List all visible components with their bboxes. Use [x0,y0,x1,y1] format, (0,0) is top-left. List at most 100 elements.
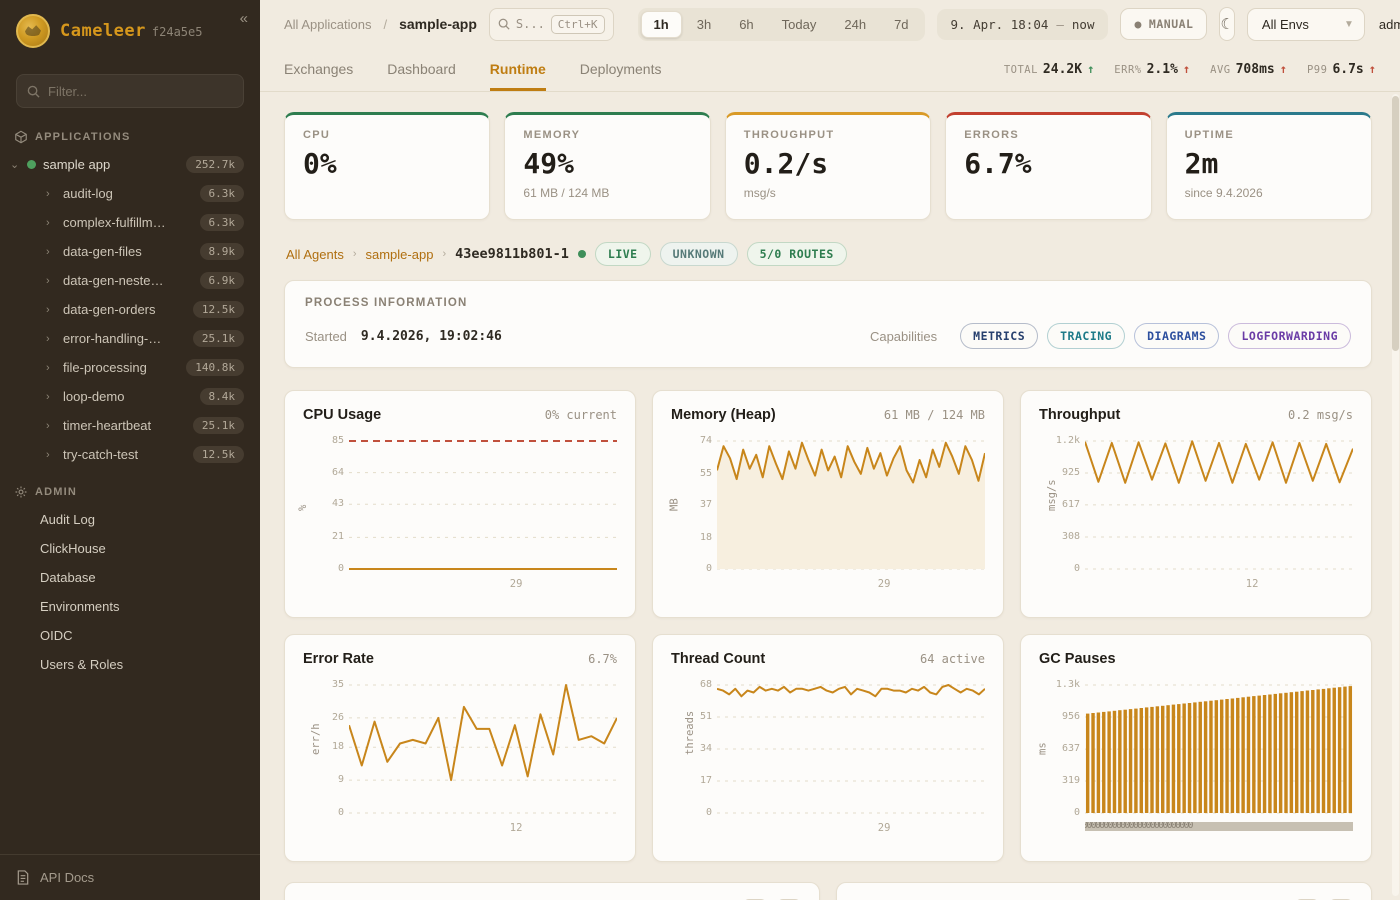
agent-link-all-agents[interactable]: All Agents [286,246,344,262]
sidebar-item-database[interactable]: Database [40,570,96,585]
status-badge-live: LIVE [594,242,651,266]
chevron-right-icon: › [46,274,50,287]
capability-logforwarding: LOGFORWARDING [1228,323,1351,349]
date-to: now [1071,16,1095,32]
app-tree-item-data-gen-files[interactable]: › data-gen-files 8.9k [0,237,250,266]
y-tick-label: 925 [1061,466,1080,478]
admin-section-header: ADMIN [0,469,260,505]
charts-grid: CPU Usage 0% current% 85 64 43 21 0 29 Memory (H… [284,390,1372,862]
header-stats: TOTAL 24.2K ↑ ERR% 2.1% ↑ AVG 708ms ↑ P99 6.7s ↑ [1004,48,1376,91]
time-range-7d[interactable]: 7d [894,16,909,32]
sidebar-collapse-icon[interactable]: « [239,10,248,27]
stat-cards: CPU 0% MEMORY 49% 61 MB / 124 MB THROUGHPUT 0.… [284,112,1372,220]
app-tree-root-label: sample app [43,157,111,172]
y-tick-label: 956 [1061,711,1080,723]
header-stat-value: 708ms [1235,62,1275,77]
chart-plot-area [1085,679,1353,819]
chart-y-axis: 68 51 34 17 0 [685,679,717,819]
chart-y-axis-label: MB [668,498,681,511]
app-tree-item-label: error-handling-… [63,331,162,346]
chart-subtitle: 0.2 msg/s [1287,408,1353,422]
global-search[interactable]: S... Ctrl+K [488,7,614,41]
app-tree-item-complex-fulfillm[interactable]: › complex-fulfillm… 6.3k [0,208,250,237]
agent-id: 43ee9811b801-1 [455,246,569,262]
app-tree-item-audit-log[interactable]: › audit-log 6.3k [0,179,250,208]
api-docs-link[interactable]: API Docs [0,854,260,900]
app-tree-item-label: timer-heartbeat [63,418,152,433]
app-tree-root-sample-app[interactable]: ⌄ sample app 252.7k [0,150,250,179]
app-tree-item-try-catch-test[interactable]: › try-catch-test 12.5k [0,440,250,469]
y-tick-label: 0 [705,563,712,574]
app-tree-item-timer-heartbeat[interactable]: › timer-heartbeat 25.1k [0,411,250,440]
manual-refresh-button[interactable]: ● MANUAL [1120,8,1208,40]
api-docs-label: API Docs [40,870,95,885]
scrollbar[interactable] [1392,94,1399,896]
app-tree-item-error-handling[interactable]: › error-handling-… 25.1k [0,324,250,353]
panel-timeline: Timeline4 events↓⟳ [836,882,1372,900]
time-range-6h[interactable]: 6h [739,16,754,32]
app-tree-item-data-gen-orders[interactable]: › data-gen-orders 12.5k [0,295,250,324]
tab-deployments[interactable]: Deployments [579,61,662,77]
message-count-badge: 25.1k [192,417,244,434]
time-range-1h[interactable]: 1h [640,10,682,38]
breadcrumb-all-applications[interactable]: All Applications [284,16,372,32]
environment-select[interactable]: All Envs ▼ [1246,7,1365,41]
y-tick-label: 51 [699,711,712,722]
header-stat-value: 6.7s [1332,62,1364,77]
dark-mode-toggle[interactable]: ☾ [1219,7,1235,41]
app-tree-item-data-gen-neste[interactable]: › data-gen-neste… 6.9k [0,266,250,295]
env-select-value: All Envs [1261,16,1309,32]
app-tree-item-label: data-gen-neste… [63,273,164,288]
tab-exchanges[interactable]: Exchanges [284,61,354,77]
chevron-down-icon: ⌄ [10,159,20,171]
topbar: All Applications / sample-app S... Ctrl+… [260,0,1400,48]
sidebar-item-users-roles[interactable]: Users & Roles [40,657,124,672]
chevron-right-icon: › [46,187,50,200]
y-tick-label: 68 [699,679,712,690]
app-tree-item-loop-demo[interactable]: › loop-demo 8.4k [0,382,250,411]
sidebar-item-clickhouse[interactable]: ClickHouse [40,541,106,556]
y-tick-label: 35 [331,679,344,690]
chart-plot-area [717,679,985,819]
x-tick-label: 29 [877,578,891,590]
y-tick-label: 17 [699,775,712,786]
y-tick-label: 37 [699,499,712,510]
chevron-right-icon: › [46,419,50,432]
agent-link-sample-app[interactable]: sample-app [365,246,434,262]
filter-input[interactable] [48,83,233,99]
sidebar-item-environments[interactable]: Environments [40,599,120,614]
stat-card-sub: msg/s [743,185,776,200]
y-tick-label: 308 [1061,531,1080,543]
cube-icon [15,130,27,144]
y-tick-label: 0 [1073,563,1080,574]
scrollbar-thumb[interactable] [1392,96,1399,351]
process-information-title: PROCESS INFORMATION [305,297,468,309]
tab-dashboard[interactable]: Dashboard [387,61,456,77]
chevron-right-icon: › [46,303,50,316]
panel-application-log: APPLICATION LOG100 entries↓⟳ [284,882,820,900]
status-badge-unknown: UNKNOWN [659,242,738,266]
chart-title: Thread Count [671,651,766,667]
y-tick-label: 26 [331,711,344,723]
stat-card-uptime: UPTIME 2m since 9.4.2026 [1165,112,1372,220]
app-tree-item-file-processing[interactable]: › file-processing 140.8k [0,353,250,382]
moon-icon: ☾ [1220,16,1234,33]
stat-card-value: 0.2/s [743,147,829,180]
tab-runtime[interactable]: Runtime [489,48,546,91]
stat-card-value: 2m [1184,147,1219,180]
date-range-picker[interactable]: 9. Apr. 18:04 — now [936,8,1109,40]
capability-tracing: TRACING [1047,323,1126,349]
time-range-24h[interactable]: 24h [844,16,867,32]
time-range-today[interactable]: Today [781,16,817,32]
capabilities-label: Capabilities [869,328,938,344]
y-tick-label: 1.2k [1055,435,1080,446]
sidebar-item-oidc[interactable]: OIDC [40,628,73,643]
stat-card-label: MEMORY [523,129,581,141]
y-tick-label: 64 [331,466,344,478]
sidebar-item-audit-log[interactable]: Audit Log [40,512,95,527]
message-count-badge: 8.4k [199,388,244,405]
chevron-right-icon: › [46,361,50,374]
time-range-3h[interactable]: 3h [696,16,712,32]
user-menu[interactable]: admin [1378,16,1400,32]
sidebar-filter[interactable] [16,74,244,108]
